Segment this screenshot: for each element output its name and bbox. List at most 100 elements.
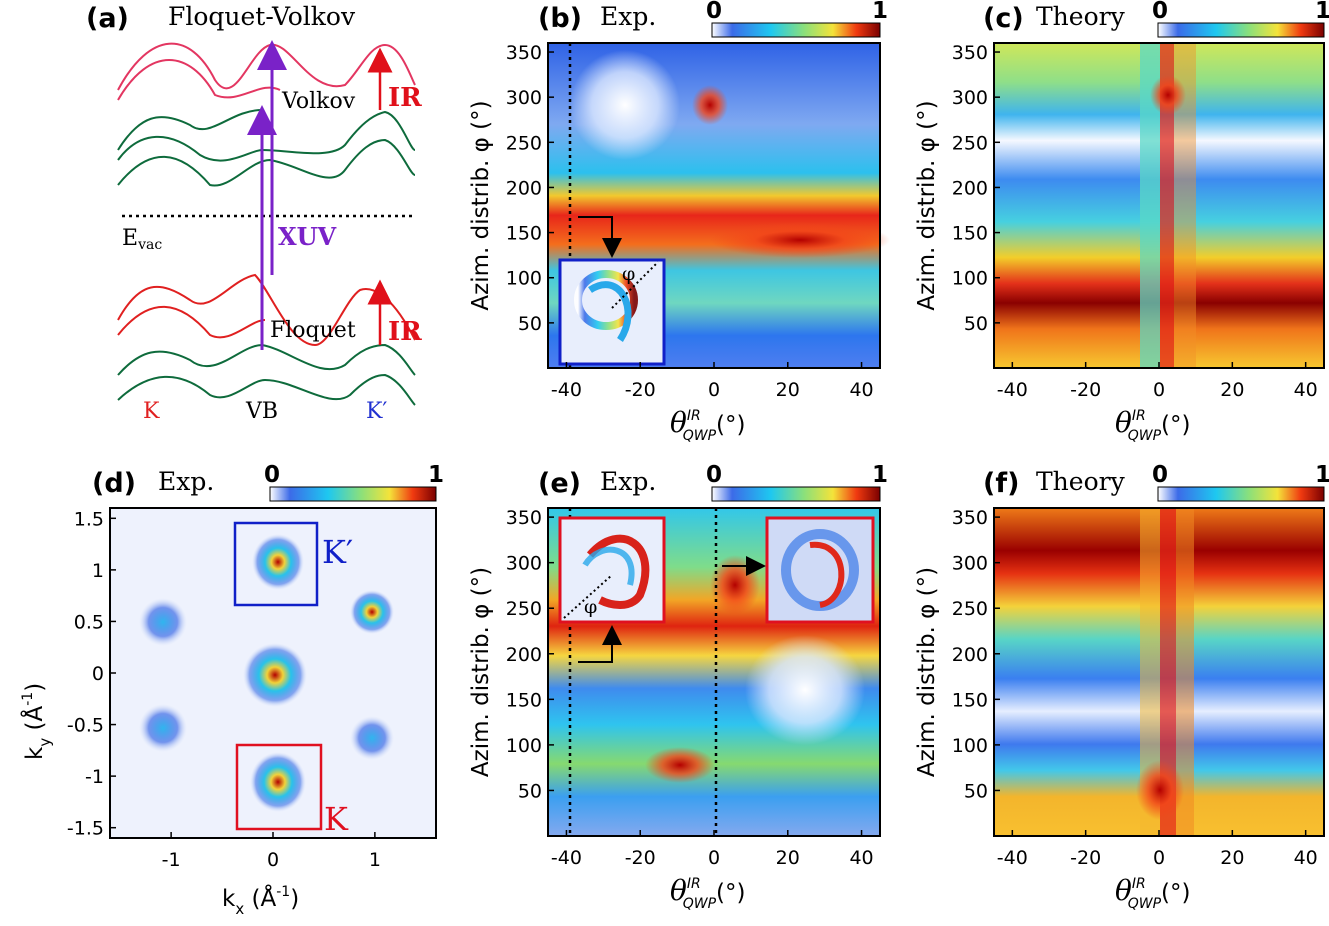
xtick-label-e: 20 xyxy=(776,847,800,869)
ylabel-c: Azim. distrib. φ (°) xyxy=(914,100,940,310)
colorbar-b-min: 0 xyxy=(706,0,722,24)
xtick-label-f: 20 xyxy=(1220,847,1244,869)
inset-b-axis xyxy=(611,261,659,309)
ytick-label-f: 300 xyxy=(952,553,988,575)
floquet-band-upper xyxy=(117,273,416,347)
xtick-label-b: -20 xyxy=(625,379,656,401)
inset-e-phi: φ xyxy=(584,596,597,618)
ytick-label-e: 50 xyxy=(518,780,542,802)
xuv-label: XUV xyxy=(278,222,337,251)
xtick-label-c: -40 xyxy=(997,379,1028,401)
panel-d-label: (d) xyxy=(92,468,136,499)
ytick-label-e: 150 xyxy=(506,689,542,711)
heatmap-c-column-left xyxy=(1140,43,1160,368)
heatmap-c-hotspot xyxy=(1150,75,1186,115)
ytick-label-e: 350 xyxy=(506,507,542,529)
vb-band-1 xyxy=(117,343,416,376)
heatmap-e-hotspot xyxy=(645,747,715,783)
panel-f-label: (f) xyxy=(983,468,1019,499)
spot-kprime xyxy=(252,534,304,590)
band-green-2 xyxy=(117,110,416,162)
colorbar-f xyxy=(1157,486,1325,502)
ytick-label-c: 200 xyxy=(952,177,988,199)
ytick-label-f: 200 xyxy=(952,644,988,666)
inset-e-right-crescent xyxy=(809,541,845,608)
volkov-band-upper xyxy=(117,42,416,91)
heatmap-e-low-region xyxy=(745,635,865,745)
d-xtick-label: 0 xyxy=(267,849,279,871)
xtick-label-c: 40 xyxy=(1294,379,1318,401)
panel-b-title: Exp. xyxy=(600,2,656,31)
d-xlabel: kx (Å-1) xyxy=(222,884,299,918)
xtick-label-e: -40 xyxy=(551,847,582,869)
d-ytick-label: 0.5 xyxy=(74,611,104,633)
panel-c-label: (c) xyxy=(983,3,1024,34)
heatmap-e-spot xyxy=(710,555,760,615)
ytick-label-e: 250 xyxy=(506,598,542,620)
panel-f-title: Theory xyxy=(1036,467,1126,496)
colorbar-e-max: 1 xyxy=(872,462,888,488)
colorbar-c-max: 1 xyxy=(1315,0,1329,24)
vb-band-2 xyxy=(117,373,416,406)
inset-b-phi: φ xyxy=(622,263,635,285)
ytick-label-c: 300 xyxy=(952,87,988,109)
xlabel-f: θIR QWP(°) xyxy=(1115,874,1190,912)
spot-upper-left xyxy=(139,598,187,646)
panel-e-label: (e) xyxy=(538,468,581,499)
d-ytick-label: 0 xyxy=(92,663,104,685)
evac-label: Evac xyxy=(122,226,162,253)
volkov-band-lower xyxy=(117,59,281,101)
xtick-label-f: 0 xyxy=(1153,847,1165,869)
colorbar-c xyxy=(1157,22,1325,38)
inset-e-axis xyxy=(563,574,613,619)
colorbar-f-max: 1 xyxy=(1315,462,1329,488)
xtick-label-e: 0 xyxy=(708,847,720,869)
ytick-label-f: 100 xyxy=(952,735,988,757)
heatmap-f-hotspot xyxy=(1136,760,1184,820)
ytick-label-c: 50 xyxy=(964,313,988,335)
xtick-label-b: 40 xyxy=(849,379,873,401)
panel-a: (a) Floquet-Volkov Evac XUV IR IR Volkov… xyxy=(86,2,422,424)
kprime-label: K′ xyxy=(366,399,387,424)
ylabel-b: Azim. distrib. φ (°) xyxy=(468,100,494,310)
heatmap-b-low-region xyxy=(570,50,680,160)
box-kprime xyxy=(233,521,319,607)
d-kprime-label: K′ xyxy=(322,533,353,571)
panel-e: (e) Exp. 0 1 φ xyxy=(538,462,888,837)
inset-e-left-ring xyxy=(582,546,635,586)
volkov-label: Volkov xyxy=(281,89,356,114)
xtick-label-c: 20 xyxy=(1220,379,1244,401)
ytick-label-f: 350 xyxy=(952,507,988,529)
colorbar-d xyxy=(269,486,437,502)
ytick-label-f: 250 xyxy=(952,598,988,620)
ytick-label-c: 350 xyxy=(952,42,988,64)
inset-e-left-crescent xyxy=(586,534,650,609)
ytick-label-c: 100 xyxy=(952,268,988,290)
heatmap-f-column-right xyxy=(1176,508,1194,836)
panel-a-title: Floquet-Volkov xyxy=(168,2,356,31)
floquet-band-lower xyxy=(117,305,266,339)
ytick-label-e: 300 xyxy=(506,553,542,575)
d-ylabel: ky (Å-1) xyxy=(20,683,54,760)
panel-b-label: (b) xyxy=(538,3,582,34)
xtick-label-f: -20 xyxy=(1070,847,1101,869)
d-ytick-label: -1 xyxy=(85,766,104,788)
xlabel-b: θIR QWP(°) xyxy=(670,406,745,444)
d-xtick-label: 1 xyxy=(369,849,381,871)
ytick-label-c: 250 xyxy=(952,132,988,154)
d-ytick-label: -1.5 xyxy=(67,818,104,840)
xtick-label-b: 0 xyxy=(708,379,720,401)
ytick-label-b: 100 xyxy=(506,268,542,290)
ir-label-top: IR xyxy=(388,83,422,113)
heatmap-f-column-left xyxy=(1140,508,1160,836)
inset-arrow-e-left xyxy=(578,625,622,663)
ytick-label-e: 100 xyxy=(506,735,542,757)
heatmap-b-band xyxy=(710,222,890,258)
ytick-label-b: 150 xyxy=(506,223,542,245)
panel-c-title: Theory xyxy=(1036,2,1126,31)
spot-upper-right xyxy=(350,590,394,634)
xtick-label-e: -20 xyxy=(625,847,656,869)
ylabel-f: Azim. distrib. φ (°) xyxy=(914,567,940,777)
